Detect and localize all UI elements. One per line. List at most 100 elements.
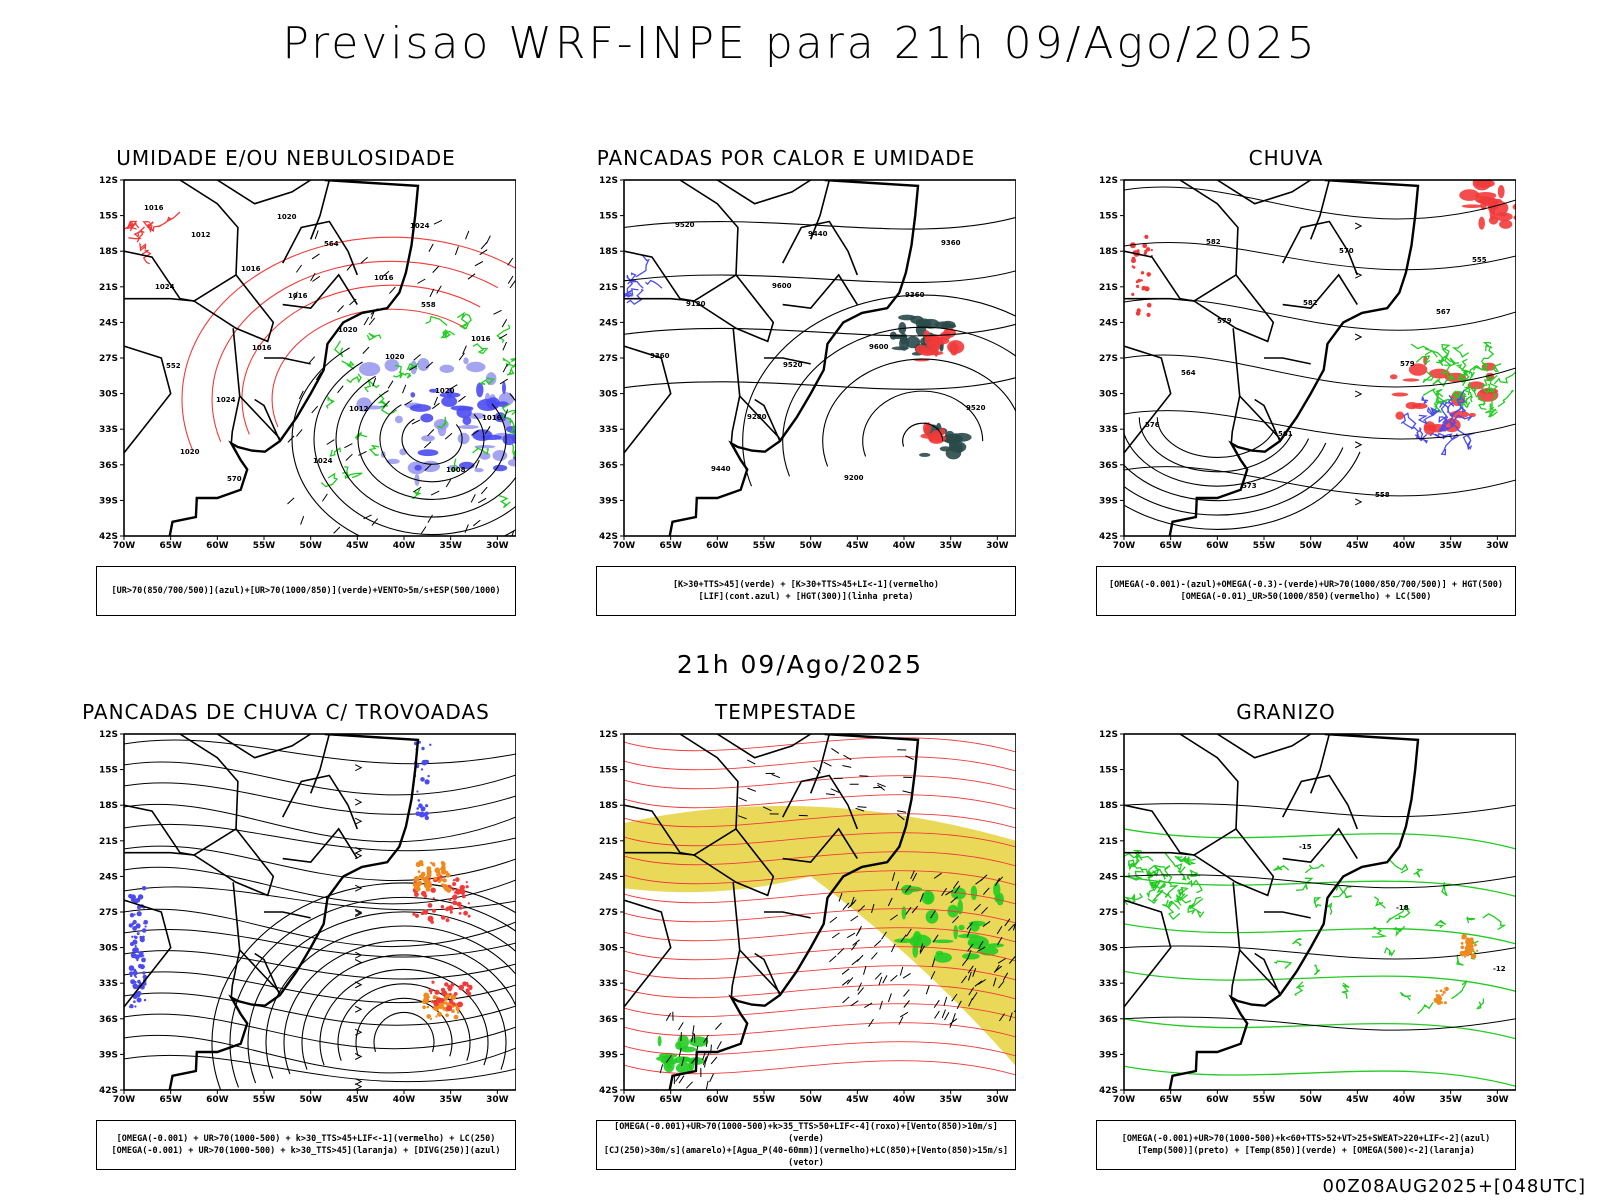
field-dot: [430, 861, 433, 864]
contour-line: [1304, 863, 1325, 874]
map-layers: [624, 734, 1016, 1090]
field-blob: [921, 318, 940, 329]
wind-vector: [830, 788, 840, 793]
contour-line: [1462, 386, 1473, 399]
isoline: [211, 882, 516, 1090]
contour-label: 9520: [783, 361, 803, 369]
field-blob: [953, 925, 958, 940]
wind-vector: [976, 946, 986, 952]
lat-tick-label: 12S: [99, 730, 118, 740]
field-blob: [677, 1034, 689, 1050]
contour-line: [366, 332, 382, 341]
wind-vector: [897, 810, 907, 813]
contour-line: [1419, 434, 1428, 444]
contour-line: [325, 395, 335, 409]
lon-tick-label: 50W: [799, 541, 822, 548]
lat-tick-label: 12S: [1099, 176, 1118, 186]
country-border: [624, 851, 695, 856]
wind-vector: [665, 1055, 672, 1064]
country-border: [1216, 734, 1312, 759]
contour-line: [1461, 369, 1475, 384]
wind-vector: [967, 965, 974, 974]
field-dot: [451, 1009, 455, 1013]
wind-vector: [502, 341, 507, 351]
wind-vector: [704, 1058, 707, 1068]
contour-line: [1431, 350, 1450, 362]
lat-tick-label: 42S: [599, 1086, 618, 1096]
field-blob: [689, 1036, 709, 1047]
contour-line: [1460, 358, 1469, 379]
contour-label: -15: [1299, 843, 1312, 851]
country-border: [1193, 274, 1275, 343]
wind-vector: [846, 932, 856, 939]
wind-vector: [462, 345, 467, 355]
wind-vector: [881, 931, 887, 940]
contour-label: 570: [1339, 247, 1354, 255]
wind-vector: [444, 432, 453, 440]
isoline: [1138, 417, 1292, 473]
map-svg: 9520 9600 9600 9520 9440 9440 9360 9360 9280 9200…: [599, 176, 1016, 548]
field-dot: [447, 984, 451, 988]
streamline: [124, 1054, 516, 1083]
wind-vector: [428, 243, 434, 253]
contour-line: [1451, 343, 1469, 358]
wind-vector: [997, 936, 1003, 946]
contour-line: [1444, 392, 1465, 405]
wind-vector: [465, 230, 470, 240]
lon-tick-label: 60W: [1206, 541, 1229, 548]
contour-line: [1439, 371, 1456, 381]
field-dot: [1464, 955, 1466, 958]
isoline-temp500: [1124, 874, 1516, 889]
wind-vector: [870, 952, 878, 960]
field-blob: [511, 431, 516, 445]
contour-label: 558: [1375, 491, 1390, 499]
field-dot: [459, 888, 466, 895]
field-blob: [456, 406, 472, 419]
lat-tick-label: 15S: [99, 766, 118, 776]
contour-line: [472, 446, 490, 456]
country-border: [282, 827, 358, 864]
wind-vector: [968, 987, 975, 996]
field-dot: [136, 997, 142, 1003]
field-blob: [1395, 411, 1405, 420]
panel-title: TEMPESTADE: [715, 700, 857, 724]
wind-vector: [887, 993, 892, 1003]
country-border: [124, 345, 172, 454]
lat-tick-label: 24S: [1099, 872, 1118, 882]
panel-pancadas-calor: PANCADAS POR CALOR E UMIDADE 9520 9600 960…: [556, 146, 1016, 626]
streamline: [1124, 186, 1516, 220]
isoline: [902, 422, 944, 447]
map-frame: [123, 179, 516, 537]
contour-line: [436, 416, 447, 429]
isoline: [247, 911, 516, 1084]
contour-line: [320, 472, 339, 488]
field-blob: [1499, 219, 1513, 229]
wind-vector: [857, 806, 867, 808]
country-border: [764, 357, 811, 365]
field-blob: [923, 330, 930, 339]
field-dot: [135, 976, 138, 979]
forecast-map: 1016 1016 1020 1020 1020 1020 1016 1016 1024 1024…: [96, 176, 516, 548]
contour-line: [506, 365, 516, 376]
wind-vector: [838, 892, 843, 902]
lon-tick-label: 35W: [1439, 1095, 1462, 1102]
lat-tick-label: 12S: [599, 730, 618, 740]
contour-line: [626, 275, 644, 289]
contour-line: [1162, 899, 1180, 910]
field-dot: [455, 877, 460, 882]
wind-vector: [919, 943, 924, 953]
country-border: [1282, 273, 1358, 310]
wind-vector: [368, 317, 376, 326]
contour-line: [1273, 865, 1290, 872]
contour-line: [141, 249, 152, 265]
lon-tick-label: 60W: [1206, 1095, 1229, 1102]
contour-line: [635, 254, 650, 278]
panel-trovoadas: PANCADAS DE CHUVA C/ TROVOADAS 12S 15S 18S…: [56, 700, 516, 1180]
streamline: [624, 1022, 1016, 1038]
streamline: [124, 950, 516, 980]
wind-vector: [850, 1000, 859, 1007]
field-dot: [426, 1014, 432, 1019]
lon-tick-label: 35W: [1439, 541, 1462, 548]
contour-line: [1394, 905, 1411, 920]
contour-label: 1024: [155, 283, 175, 291]
